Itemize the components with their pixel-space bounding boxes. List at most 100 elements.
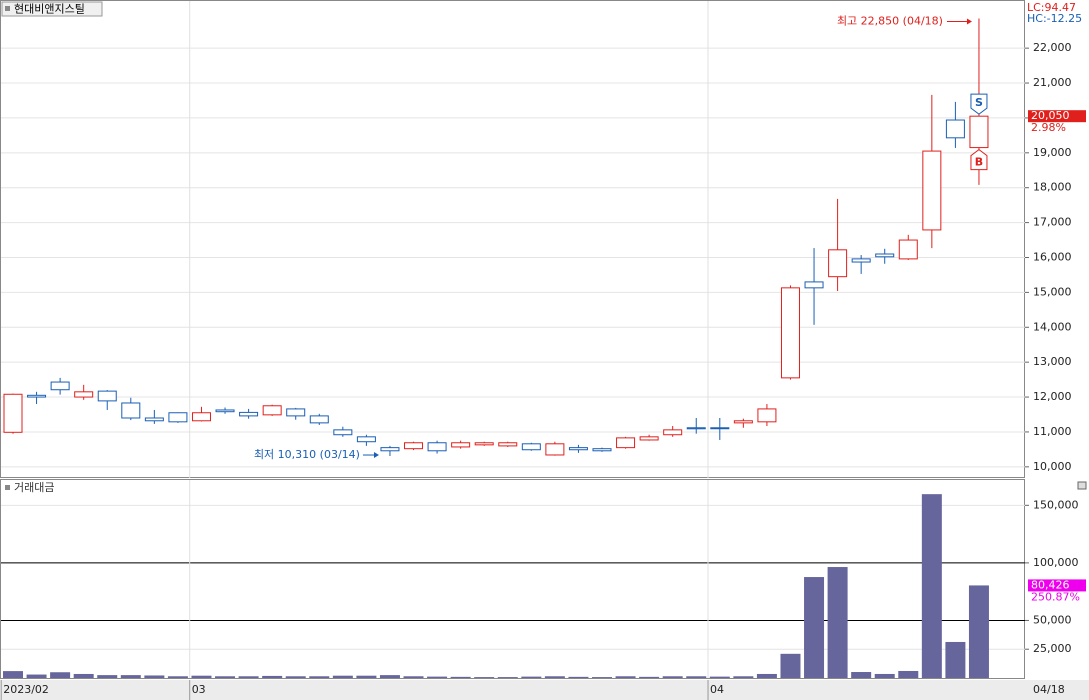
volume-bar	[874, 673, 895, 678]
candle-body	[474, 442, 494, 446]
candle-body	[875, 253, 895, 258]
y-tick-label: 13,000	[1033, 355, 1072, 368]
volume-bar	[26, 674, 47, 678]
buy-signal	[970, 148, 988, 171]
volume-bar	[73, 673, 94, 678]
volume-title: 거래대금	[14, 481, 54, 494]
candle-body	[215, 409, 235, 413]
buy-signal-label: B	[975, 156, 983, 169]
x-tick-label: 2023/02	[3, 683, 49, 696]
indicator-lc: LC:94.47	[1027, 1, 1076, 14]
candle-body	[639, 436, 659, 441]
candle-body	[333, 429, 353, 436]
volume-bar	[662, 676, 683, 678]
high-label: 최고 22,850 (04/18)	[837, 14, 943, 27]
low-label: 최저 10,310 (03/14)	[254, 448, 360, 461]
y-tick-label: 100,000	[1033, 556, 1079, 569]
volume-change: 250.87%	[1031, 590, 1080, 603]
y-tick-label: 25,000	[1033, 642, 1072, 655]
date-axis	[0, 680, 1089, 700]
volume-bar	[521, 676, 542, 678]
candle-body	[74, 391, 94, 398]
candle-body	[191, 412, 211, 422]
volume-bar	[285, 676, 306, 678]
candle-body	[380, 447, 400, 452]
candle-body	[922, 150, 942, 231]
volume-bar	[733, 676, 754, 678]
candle-body	[404, 442, 424, 450]
candle-body	[50, 381, 70, 391]
candle-body	[309, 415, 329, 424]
candle-body	[239, 411, 259, 417]
candle-body	[286, 408, 306, 417]
volume-bar	[709, 676, 730, 678]
sell-signal	[970, 93, 988, 115]
volume-bar	[238, 676, 259, 678]
candle-body	[828, 249, 848, 278]
volume-bar	[215, 676, 236, 678]
candle-body	[568, 447, 588, 451]
volume-bar	[639, 676, 660, 678]
candle-body	[262, 405, 282, 416]
y-tick-label: 11,000	[1033, 425, 1072, 438]
candle-body	[498, 442, 518, 447]
volume-bar	[898, 670, 919, 678]
volume-bar	[827, 567, 848, 678]
title-icon	[5, 6, 10, 11]
candle-body	[356, 436, 376, 443]
volume-bar	[120, 675, 141, 678]
volume-bar	[921, 494, 942, 678]
candle-body	[945, 119, 965, 139]
candle-body	[545, 443, 565, 456]
candle-body	[144, 417, 164, 422]
y-tick-label: 19,000	[1033, 146, 1072, 159]
y-tick-label: 12,000	[1033, 390, 1072, 403]
panel-button[interactable]	[1077, 481, 1087, 490]
volume-bar	[309, 676, 330, 678]
volume-bar	[332, 675, 353, 678]
price-panel	[0, 0, 1025, 478]
y-tick-label: 21,000	[1033, 76, 1072, 89]
volume-bar	[945, 641, 966, 678]
y-tick-label: 15,000	[1033, 285, 1072, 298]
y-tick-label: 50,000	[1033, 613, 1072, 626]
candle-body	[451, 442, 471, 448]
candle-body	[686, 427, 706, 430]
price-tag-label: 20,050	[1031, 109, 1070, 122]
volume-bar	[686, 676, 707, 678]
volume-bar	[97, 675, 118, 678]
candle-body	[780, 287, 800, 379]
volume-bar	[167, 676, 188, 678]
x-tick-label: 03	[192, 683, 206, 696]
volume-bar	[804, 577, 825, 678]
title-box	[1, 1, 103, 17]
volume-bar	[592, 677, 612, 678]
candle-body	[592, 448, 612, 452]
volume-bar	[568, 676, 589, 678]
volume-bar	[191, 675, 212, 678]
candle-body	[27, 394, 47, 398]
volume-bar	[450, 676, 471, 678]
candle-body	[898, 239, 918, 260]
volume-bar	[474, 677, 495, 678]
sell-signal-label: S	[975, 96, 983, 109]
volume-bar	[3, 671, 23, 678]
y-tick-label: 17,000	[1033, 216, 1072, 229]
low-arrowhead	[373, 452, 379, 459]
volume-bar	[780, 653, 801, 678]
y-tick-label: 150,000	[1033, 498, 1079, 511]
candle-body	[663, 429, 683, 436]
volume-tag	[1028, 579, 1086, 592]
price-change: 2.98%	[1031, 121, 1066, 134]
candle-body	[616, 437, 636, 449]
volume-bar	[968, 585, 989, 678]
volume-bar	[50, 672, 71, 678]
candle-body	[97, 390, 117, 402]
candle-body	[733, 420, 753, 424]
candle-body	[757, 408, 777, 423]
y-tick-label: 16,000	[1033, 250, 1072, 263]
volume-bar	[379, 675, 400, 678]
